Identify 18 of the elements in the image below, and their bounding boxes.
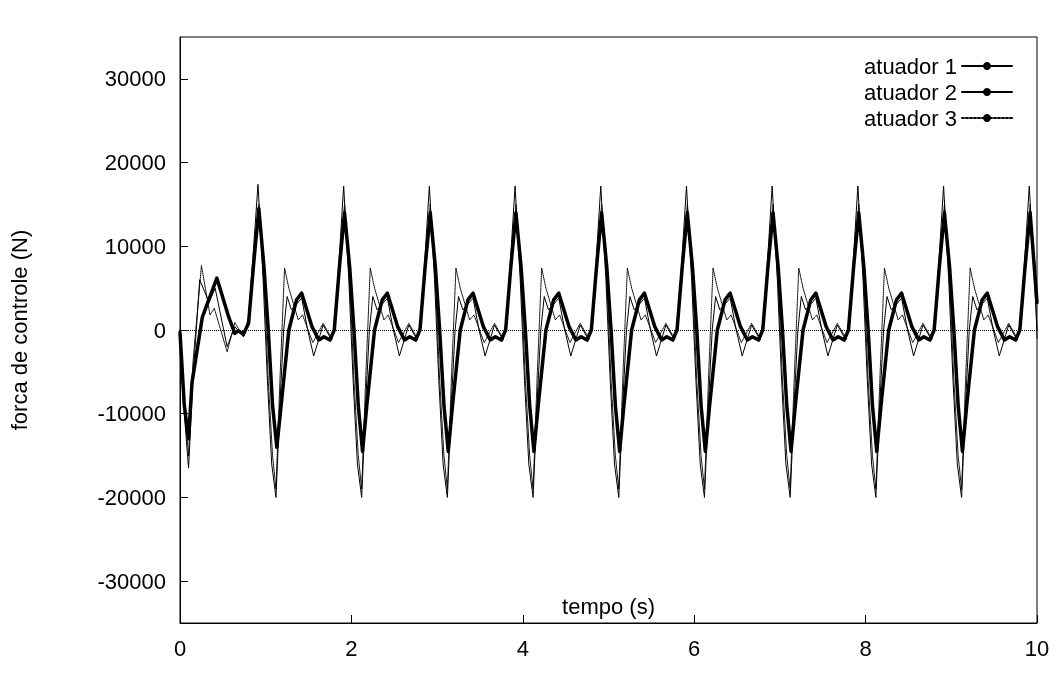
y-axis-title: forca de controle (N) [6, 229, 32, 431]
x-tick-label: 10 [1024, 635, 1050, 661]
y-tick-label: -30000 [97, 568, 166, 594]
x-tick-label: 6 [688, 635, 701, 661]
x-tick-label: 2 [345, 635, 358, 661]
y-tick-label: -20000 [97, 484, 166, 510]
y-tick-label: 30000 [104, 66, 166, 92]
x-tick-label: 8 [859, 635, 872, 661]
y-tick-label: 0 [153, 317, 166, 343]
y-tick-label: 20000 [104, 150, 166, 176]
x-axis-title: tempo (s) [562, 593, 655, 619]
x-tick-label: 0 [173, 635, 187, 661]
legend-label: atuador 3 [864, 105, 957, 131]
y-tick-label: -10000 [97, 401, 166, 427]
legend-label: atuador 2 [864, 79, 957, 105]
legend-label: atuador 1 [864, 53, 957, 79]
y-tick-label: 10000 [104, 233, 166, 259]
x-tick-label: 4 [516, 635, 529, 661]
